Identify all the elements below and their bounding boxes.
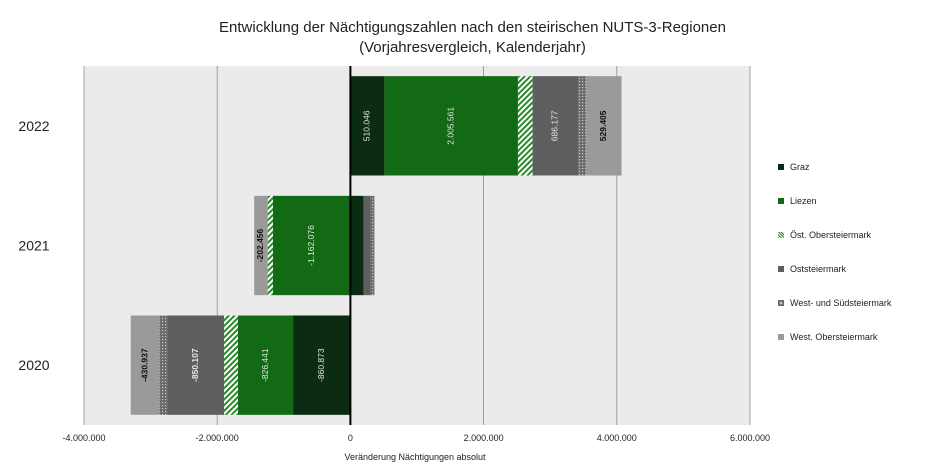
bar-segment bbox=[370, 195, 375, 296]
legend-label: Öst. Obersteiermark bbox=[790, 230, 872, 240]
bar-segment bbox=[363, 195, 371, 296]
bar-segment bbox=[586, 76, 622, 176]
bar-segment bbox=[254, 195, 268, 296]
legend-label: Liezen bbox=[790, 196, 817, 206]
legend-item: Öst. Obersteiermark bbox=[778, 228, 871, 242]
legend-label: Graz bbox=[790, 162, 810, 172]
legend-label: West. Obersteiermark bbox=[790, 332, 878, 342]
chart-title: Entwicklung der Nächtigungszahlen nach d… bbox=[219, 19, 726, 36]
bar-segment bbox=[532, 76, 579, 176]
data-label: -850.107 bbox=[190, 348, 200, 382]
bar-segment bbox=[267, 195, 274, 296]
legend-label: Oststeiermark bbox=[790, 264, 847, 274]
bar-segment bbox=[384, 76, 518, 176]
chart-title-block: Entwicklung der Nächtigungszahlen nach d… bbox=[0, 18, 945, 58]
y-tick-label: 2022 bbox=[18, 118, 49, 134]
data-label: -860.873 bbox=[316, 348, 326, 382]
legend-label: West- und Südsteiermark bbox=[790, 298, 892, 308]
legend-swatch bbox=[778, 164, 784, 170]
x-tick-label: 6.000.000 bbox=[730, 433, 770, 443]
y-tick-label: 2020 bbox=[18, 357, 49, 373]
legend-item: Oststeiermark bbox=[778, 262, 846, 276]
bar-segment bbox=[350, 76, 385, 176]
bar-segment bbox=[167, 315, 225, 415]
legend-swatch bbox=[778, 232, 784, 238]
data-label: -430.937 bbox=[139, 348, 149, 382]
bar-segment bbox=[293, 315, 351, 415]
bar-segment bbox=[350, 195, 364, 296]
x-tick-label: 2.000.000 bbox=[464, 433, 504, 443]
x-tick-label: 0 bbox=[348, 433, 353, 443]
bar-segment bbox=[517, 76, 533, 176]
y-tick-label: 2021 bbox=[18, 238, 49, 254]
data-label: 529.405 bbox=[598, 110, 608, 141]
data-label: 2.005.561 bbox=[445, 107, 455, 145]
legend-swatch bbox=[778, 334, 784, 340]
legend-item: Liezen bbox=[778, 194, 817, 208]
bar-segment bbox=[224, 315, 239, 415]
data-label: -826.441 bbox=[260, 348, 270, 382]
x-axis-title: Veränderung Nächtigungen absolut bbox=[344, 452, 486, 462]
legend-swatch bbox=[778, 198, 784, 204]
legend-item: Graz bbox=[778, 160, 810, 174]
bar-segment bbox=[130, 315, 160, 415]
legend-swatch bbox=[778, 300, 784, 306]
bar-segment bbox=[273, 195, 351, 296]
legend-swatch bbox=[778, 266, 784, 272]
data-label: 686.177 bbox=[550, 110, 560, 141]
x-tick-label: -4.000.000 bbox=[62, 433, 105, 443]
legend-item: West. Obersteiermark bbox=[778, 330, 877, 344]
data-label: -202.456 bbox=[255, 228, 265, 262]
bar-segment bbox=[238, 315, 294, 415]
bar-segment bbox=[578, 76, 587, 176]
legend-item: West- und Südsteiermark bbox=[778, 296, 891, 310]
x-tick-label: 4.000.000 bbox=[597, 433, 637, 443]
x-tick-label: -2.000.000 bbox=[196, 433, 239, 443]
bar-segment bbox=[159, 315, 168, 415]
chart-subtitle: (Vorjahresvergleich, Kalenderjahr) bbox=[359, 39, 586, 56]
data-label: 510.046 bbox=[362, 110, 372, 141]
data-label: -1.162.076 bbox=[306, 225, 316, 266]
